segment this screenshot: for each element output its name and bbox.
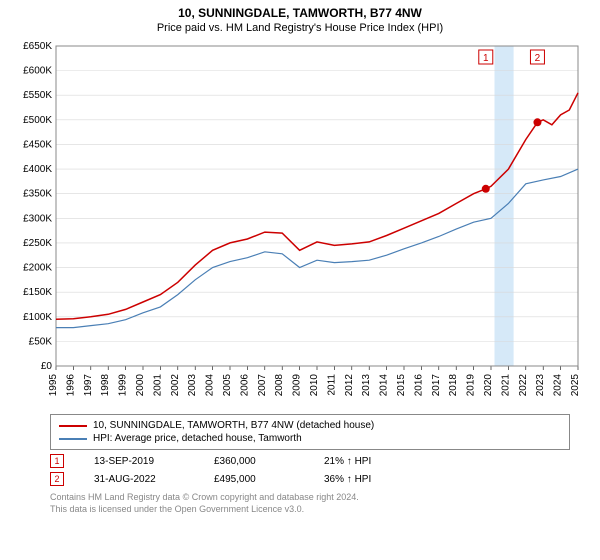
chart-container: 10, SUNNINGDALE, TAMWORTH, B77 4NW Price…	[0, 0, 600, 560]
svg-text:£0: £0	[41, 361, 53, 372]
legend-item: 10, SUNNINGDALE, TAMWORTH, B77 4NW (deta…	[59, 419, 561, 432]
svg-text:2010: 2010	[309, 374, 320, 397]
svg-text:£650K: £650K	[23, 41, 52, 52]
footer-line-2: This data is licensed under the Open Gov…	[50, 504, 570, 516]
legend-label: HPI: Average price, detached house, Tamw…	[93, 433, 302, 444]
sale-record: 2 31-AUG-2022 £495,000 36% ↑ HPI	[50, 472, 570, 486]
svg-text:£200K: £200K	[23, 263, 52, 274]
svg-text:£600K: £600K	[23, 66, 52, 77]
svg-text:2022: 2022	[518, 374, 529, 397]
svg-text:2017: 2017	[431, 374, 442, 397]
sale-delta: 36% ↑ HPI	[324, 474, 371, 485]
chart-subtitle: Price paid vs. HM Land Registry's House …	[0, 20, 600, 38]
svg-text:£100K: £100K	[23, 312, 52, 323]
svg-text:2016: 2016	[413, 374, 424, 397]
legend-item: HPI: Average price, detached house, Tamw…	[59, 432, 561, 445]
svg-text:2018: 2018	[448, 374, 459, 397]
svg-text:2020: 2020	[483, 374, 494, 397]
sale-record: 1 13-SEP-2019 £360,000 21% ↑ HPI	[50, 454, 570, 468]
svg-text:£50K: £50K	[29, 336, 53, 347]
chart-area: £0 £50K £100K £150K £200K £250K £300K £350K £400…	[10, 38, 590, 408]
svg-text:1999: 1999	[118, 374, 129, 397]
svg-text:1998: 1998	[100, 374, 111, 397]
sale-date: 31-AUG-2022	[94, 474, 184, 485]
svg-text:2007: 2007	[257, 374, 268, 397]
svg-text:1996: 1996	[65, 374, 76, 397]
svg-text:2012: 2012	[344, 374, 355, 397]
legend: 10, SUNNINGDALE, TAMWORTH, B77 4NW (deta…	[50, 414, 570, 450]
sale-delta: 21% ↑ HPI	[324, 456, 371, 467]
svg-text:2019: 2019	[466, 374, 477, 397]
svg-text:£550K: £550K	[23, 90, 52, 101]
svg-text:2006: 2006	[239, 374, 250, 397]
svg-text:£450K: £450K	[23, 139, 52, 150]
svg-text:2013: 2013	[361, 374, 372, 397]
sale-marker: 1	[50, 454, 64, 468]
line-chart: £0 £50K £100K £150K £200K £250K £300K £350K £400…	[10, 38, 590, 408]
svg-text:2009: 2009	[292, 374, 303, 397]
legend-swatch	[59, 438, 87, 440]
legend-swatch	[59, 425, 87, 427]
svg-text:2000: 2000	[135, 374, 146, 397]
footer-attribution: Contains HM Land Registry data © Crown c…	[50, 492, 570, 515]
sale-marker: 2	[50, 472, 64, 486]
svg-text:£400K: £400K	[23, 164, 52, 175]
legend-label: 10, SUNNINGDALE, TAMWORTH, B77 4NW (deta…	[93, 420, 374, 431]
svg-text:2021: 2021	[500, 374, 511, 397]
svg-text:2005: 2005	[222, 374, 233, 397]
svg-text:1997: 1997	[83, 374, 94, 397]
svg-text:2001: 2001	[152, 374, 163, 397]
svg-text:2008: 2008	[274, 374, 285, 397]
svg-text:2002: 2002	[170, 374, 181, 397]
svg-text:2: 2	[535, 53, 541, 64]
svg-text:£300K: £300K	[23, 213, 52, 224]
sale-price: £495,000	[214, 474, 294, 485]
svg-text:2014: 2014	[379, 374, 390, 397]
svg-text:2024: 2024	[553, 374, 564, 397]
svg-text:£350K: £350K	[23, 189, 52, 200]
sale-date: 13-SEP-2019	[94, 456, 184, 467]
svg-text:2004: 2004	[205, 374, 216, 397]
svg-text:1: 1	[483, 53, 489, 64]
svg-text:2025: 2025	[570, 374, 581, 397]
chart-title: 10, SUNNINGDALE, TAMWORTH, B77 4NW	[0, 0, 600, 20]
svg-text:2011: 2011	[326, 374, 337, 396]
svg-text:2003: 2003	[187, 374, 198, 397]
svg-text:£150K: £150K	[23, 287, 52, 298]
svg-text:£500K: £500K	[23, 115, 52, 126]
footer-line-1: Contains HM Land Registry data © Crown c…	[50, 492, 570, 504]
svg-text:2015: 2015	[396, 374, 407, 397]
svg-text:£250K: £250K	[23, 238, 52, 249]
sale-price: £360,000	[214, 456, 294, 467]
svg-text:1995: 1995	[48, 374, 59, 397]
svg-text:2023: 2023	[535, 374, 546, 397]
